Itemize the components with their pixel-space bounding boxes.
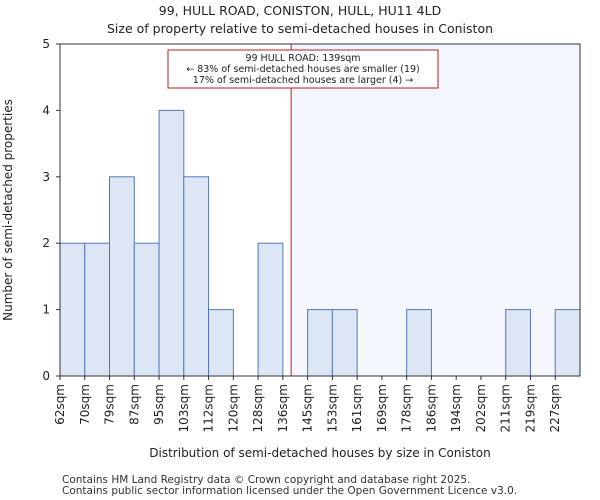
plot-frame bbox=[59, 43, 581, 377]
histogram-bar bbox=[307, 309, 333, 377]
y-tick-label: 3 bbox=[42, 170, 50, 184]
histogram-bar bbox=[331, 309, 358, 377]
x-tick-label: 211sqm bbox=[499, 384, 513, 432]
y-tick-label: 1 bbox=[42, 303, 50, 317]
x-tick-label: 227sqm bbox=[548, 384, 562, 432]
histogram-bar bbox=[158, 109, 185, 377]
histogram-bar bbox=[183, 176, 210, 377]
histogram-bar bbox=[84, 242, 111, 377]
x-tick-label: 145sqm bbox=[301, 384, 315, 432]
x-tick-label: 95sqm bbox=[152, 384, 166, 425]
x-tick-label: 103sqm bbox=[177, 384, 191, 432]
x-tick-label: 202sqm bbox=[474, 384, 488, 432]
annotation-box: 99 HULL ROAD: 139sqm ← 83% of semi-detac… bbox=[167, 49, 439, 89]
histogram-bar bbox=[554, 309, 581, 377]
annotation-line-3: 17% of semi-detached houses are larger (… bbox=[193, 75, 413, 86]
histogram-bar bbox=[406, 309, 432, 377]
x-tick-label: 219sqm bbox=[523, 384, 537, 432]
histogram-bar bbox=[133, 242, 160, 377]
x-tick-label: 112sqm bbox=[202, 384, 216, 432]
y-tick-label: 4 bbox=[42, 103, 50, 117]
y-tick-label: 2 bbox=[42, 236, 50, 250]
histogram-bar bbox=[505, 309, 531, 377]
x-tick-label: 70sqm bbox=[78, 384, 92, 425]
chart-title: 99, HULL ROAD, CONISTON, HULL, HU11 4LD bbox=[158, 3, 442, 18]
x-tick-label: 62sqm bbox=[53, 384, 67, 425]
histogram-bar bbox=[208, 309, 234, 377]
x-tick-label: 136sqm bbox=[276, 384, 290, 432]
footer-copyright: Contains HM Land Registry data © Crown c… bbox=[62, 474, 471, 486]
y-tick-label: 5 bbox=[42, 37, 50, 51]
x-tick-label: 79sqm bbox=[103, 384, 117, 425]
y-axis-label: Number of semi-detached properties bbox=[1, 99, 15, 321]
x-tick-label: 186sqm bbox=[424, 384, 438, 432]
x-tick-label: 161sqm bbox=[350, 384, 364, 432]
y-tick-label: 0 bbox=[42, 369, 50, 383]
x-tick-label: 120sqm bbox=[226, 384, 240, 432]
chart-subtitle: Size of property relative to semi-detach… bbox=[106, 21, 494, 36]
annotation-line-2: ← 83% of semi-detached houses are smalle… bbox=[186, 64, 420, 75]
footer-licence: Contains public sector information licen… bbox=[62, 485, 518, 497]
x-tick-label: 128sqm bbox=[251, 384, 265, 432]
x-tick-label: 153sqm bbox=[325, 384, 339, 432]
x-tick-label: 178sqm bbox=[400, 384, 414, 432]
annotation-line-1: 99 HULL ROAD: 139sqm bbox=[245, 53, 360, 64]
x-tick-label: 87sqm bbox=[127, 384, 141, 425]
x-tick-label: 169sqm bbox=[375, 384, 389, 432]
histogram-bar bbox=[257, 242, 284, 377]
x-axis-label: Distribution of semi-detached houses by … bbox=[149, 446, 490, 460]
histogram-bar bbox=[109, 176, 135, 377]
histogram-bar bbox=[59, 242, 86, 377]
x-tick-label: 194sqm bbox=[449, 384, 463, 432]
